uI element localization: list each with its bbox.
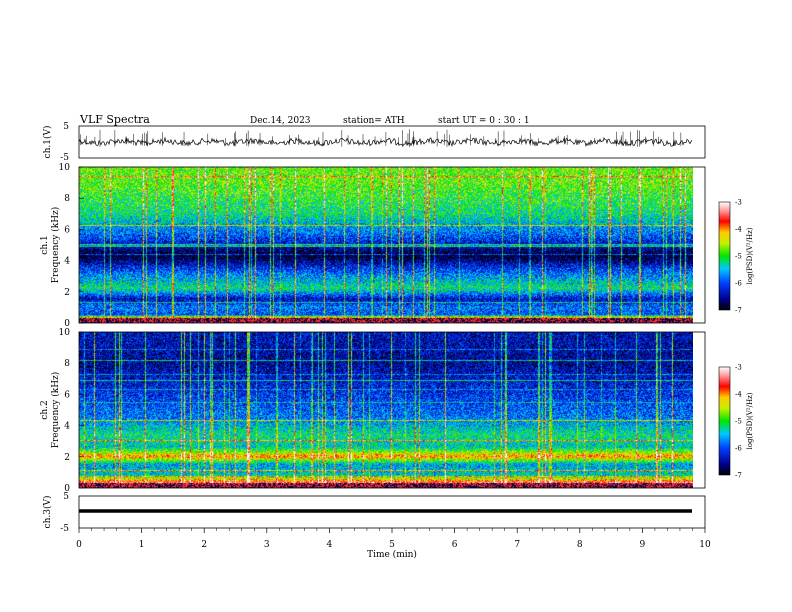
ch3-ytick-top: 5 — [63, 492, 69, 502]
colorbar-tick--5: -5 — [735, 253, 742, 261]
time-tick-label-8: 8 — [577, 540, 583, 550]
time-tick-label-3: 3 — [264, 540, 270, 550]
frequency-tick-2: 2 — [64, 453, 70, 463]
ch1-spectrogram-yticks: 0 2 4 6 8 10 — [59, 163, 84, 329]
figure-title: VLF Spectra — [79, 113, 150, 126]
ch2-spectrogram-ylabel-a: ch.2 — [40, 400, 50, 419]
frequency-tick-6: 6 — [64, 390, 70, 400]
ch3-waveform-panel: 5 -5 ch.3(V) — [42, 492, 706, 534]
ch1-ylabel: ch.1(V) — [42, 126, 53, 159]
ch1-colorbar-ticks: -3 -4 -5 -6 -7 — [735, 199, 742, 315]
date-label: Dec.14, 2023 — [250, 116, 311, 126]
time-tick-label-9: 9 — [640, 540, 646, 550]
ch3-ytick-bottom: -5 — [60, 524, 69, 534]
frequency-tick-4: 4 — [64, 257, 70, 267]
time-tick-label-4: 4 — [327, 540, 333, 550]
time-axis-ticks: 0 1 2 3 4 5 6 7 8 9 10 — [76, 528, 711, 550]
colorbar-tick--3: -3 — [735, 199, 742, 207]
colorbar-tick--4: -4 — [735, 391, 742, 399]
ch1-colorbar-gradient — [718, 201, 731, 311]
frequency-tick-2: 2 — [64, 288, 70, 298]
time-tick-label-7: 7 — [514, 540, 520, 550]
frequency-tick-8: 8 — [64, 359, 70, 369]
ch1-spectrogram-ylabel-b: Frequency (kHz) — [50, 207, 61, 284]
time-tick-label-1: 1 — [139, 540, 145, 550]
ch1-spectrogram-image — [79, 167, 693, 323]
colorbar-tick--7: -7 — [735, 472, 742, 480]
frequency-tick-0: 0 — [64, 319, 70, 329]
ch2-spectrogram-yticks: 0 2 4 6 8 10 — [59, 328, 84, 494]
ch2-colorbar-label: log(PSD)(V²/Hz) — [746, 392, 754, 449]
ch1-spectrogram-ylabel-a: ch.1 — [40, 235, 50, 254]
frequency-tick-10: 10 — [59, 328, 71, 338]
time-axis-label: Time (min) — [367, 549, 417, 560]
ch2-spectrogram-frame — [78, 331, 706, 489]
time-tick-label-2: 2 — [201, 540, 207, 550]
time-tick-label-5: 5 — [389, 540, 395, 550]
ch1-spectrogram-frame — [78, 166, 706, 324]
ch1-spectrogram-panel: 0 2 4 6 8 10 ch.1 Frequency (kHz) — [40, 163, 706, 329]
frequency-tick-0: 0 — [64, 484, 70, 494]
station-label: station= ATH — [343, 116, 405, 126]
ch3-ylabel: ch.3(V) — [42, 496, 53, 529]
ch2-colorbar: -3 -4 -5 -6 -7 log(PSD)(V²/Hz) — [718, 364, 754, 480]
frequency-tick-10: 10 — [59, 163, 71, 173]
colorbar-tick--6: -6 — [735, 445, 742, 453]
ch1-waveform-panel: 5 -5 ch.1(V) — [42, 122, 706, 163]
ch1-waveform-trace — [78, 136, 693, 147]
frequency-tick-6: 6 — [64, 225, 70, 235]
ch2-spectrogram-image — [79, 332, 693, 488]
ch1-colorbar: -3 -4 -5 -6 -7 log(PSD)(V²/Hz) — [718, 199, 754, 315]
time-tick-label-0: 0 — [76, 540, 82, 550]
ch2-spectrogram-panel: 0 2 4 6 8 10 ch.2 Frequency (kHz) — [40, 328, 706, 494]
colorbar-tick--5: -5 — [735, 418, 742, 426]
ch1-colorbar-label: log(PSD)(V²/Hz) — [746, 227, 754, 284]
ch2-spectrogram-ylabel-b: Frequency (kHz) — [50, 372, 61, 449]
frequency-tick-4: 4 — [64, 422, 70, 432]
colorbar-tick--4: -4 — [735, 226, 742, 234]
start-time-label: start UT = 0 : 30 : 1 — [438, 116, 530, 126]
ch2-colorbar-ticks: -3 -4 -5 -6 -7 — [735, 364, 742, 480]
colorbar-tick--3: -3 — [735, 364, 742, 372]
frequency-tick-8: 8 — [64, 194, 70, 204]
ch1-spikes — [79, 129, 682, 148]
ch1-ytick-bottom: -5 — [60, 153, 69, 163]
colorbar-tick--7: -7 — [735, 307, 742, 315]
ch1-ytick-top: 5 — [63, 122, 69, 132]
ch2-colorbar-gradient — [718, 366, 731, 476]
time-tick-label-6: 6 — [452, 540, 458, 550]
time-tick-label-10: 10 — [699, 540, 711, 550]
colorbar-tick--6: -6 — [735, 280, 742, 288]
